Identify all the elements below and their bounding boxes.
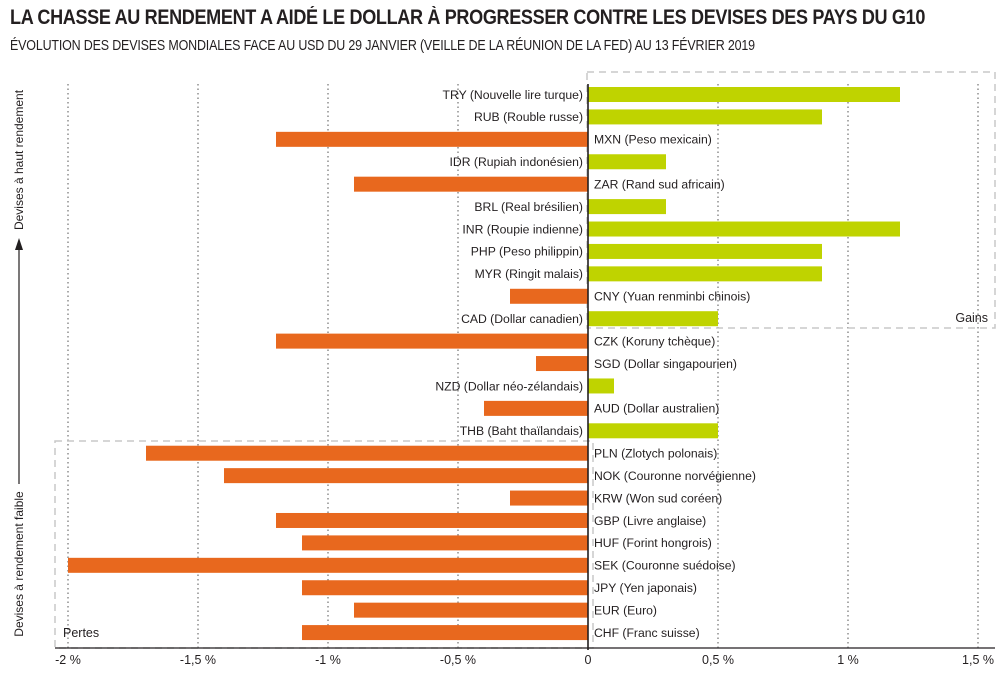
bar-huf bbox=[302, 535, 588, 551]
bar-sgd bbox=[536, 356, 588, 372]
gains-box bbox=[586, 71, 996, 329]
bar-inr bbox=[588, 221, 900, 237]
category-label-aud: AUD (Dollar australien) bbox=[594, 402, 719, 416]
category-label-huf: HUF (Forint hongrois) bbox=[594, 536, 712, 550]
bar-myr bbox=[588, 266, 822, 282]
x-tick-label: 0,5 % bbox=[702, 653, 734, 667]
bar-pln bbox=[146, 445, 588, 461]
x-tick-label: 1 % bbox=[837, 653, 859, 667]
x-tick-label: -2 % bbox=[55, 653, 81, 667]
bar-krw bbox=[510, 490, 588, 506]
category-label-inr: INR (Roupie indienne) bbox=[462, 222, 583, 236]
category-label-myr: MYR (Ringit malais) bbox=[475, 267, 583, 281]
high-yield-label: Devises à haut rendement bbox=[12, 89, 26, 230]
side-labels: Devises à haut rendement Devises à rendem… bbox=[11, 89, 27, 644]
category-label-mxn: MXN (Peso mexicain) bbox=[594, 133, 712, 147]
category-label-nzd: NZD (Dollar néo-zélandais) bbox=[435, 379, 583, 393]
category-label-jpy: JPY (Yen japonais) bbox=[594, 581, 697, 595]
bar-thb bbox=[588, 423, 718, 439]
category-label-gbp: GBP (Livre anglaise) bbox=[594, 514, 706, 528]
up-arrow-icon bbox=[15, 238, 23, 250]
low-yield-label: Devises à rendement faible bbox=[12, 491, 26, 637]
bar-cny bbox=[510, 288, 588, 304]
category-label-try: TRY (Nouvelle lire turque) bbox=[443, 88, 583, 102]
category-label-rub: RUB (Rouble russe) bbox=[474, 110, 583, 124]
category-labels: TRY (Nouvelle lire turque) RUB (Rouble ru… bbox=[435, 88, 756, 640]
category-label-eur: EUR (Euro) bbox=[594, 603, 657, 617]
bar-php bbox=[588, 243, 822, 259]
category-label-thb: THB (Baht thaïlandais) bbox=[460, 424, 583, 438]
category-label-pln: PLN (Zlotych polonais) bbox=[594, 447, 717, 461]
bar-brl bbox=[588, 199, 666, 215]
category-label-cny: CNY (Yuan renminbi chinois) bbox=[594, 290, 750, 304]
bar-chf bbox=[302, 625, 588, 641]
chart-subtitle: ÉVOLUTION DES DEVISES MONDIALES FACE AU … bbox=[10, 38, 755, 54]
bar-gbp bbox=[276, 512, 588, 528]
category-label-czk: CZK (Koruny tchèque) bbox=[594, 334, 715, 348]
x-tick-label: 1,5 % bbox=[962, 653, 994, 667]
bar-try bbox=[588, 87, 900, 102]
bar-rub bbox=[588, 109, 822, 125]
bar-aud bbox=[484, 400, 588, 416]
side-label-backdrop bbox=[11, 484, 27, 644]
x-tick-labels: -2 % -1,5 % -1 % -0,5 % 0 0,5 % 1 % 1,5 % bbox=[55, 653, 994, 667]
bar-mxn bbox=[276, 131, 588, 147]
category-label-sgd: SGD (Dollar singapourien) bbox=[594, 357, 737, 371]
pertes-label: Pertes bbox=[63, 626, 99, 640]
chart-title: LA CHASSE AU RENDEMENT A AIDÉ LE DOLLAR … bbox=[10, 6, 926, 29]
x-tick-label: 0 bbox=[585, 653, 592, 667]
x-tick-label: -0,5 % bbox=[440, 653, 476, 667]
category-label-krw: KRW (Won sud coréen) bbox=[594, 491, 722, 505]
category-label-sek: SEK (Couronne suédoise) bbox=[594, 559, 736, 573]
bar-zar bbox=[354, 176, 588, 192]
bar-eur bbox=[354, 602, 588, 618]
x-tick-label: -1,5 % bbox=[180, 653, 216, 667]
gains-label: Gains bbox=[955, 311, 988, 325]
x-tick-label: -1 % bbox=[315, 653, 341, 667]
axes bbox=[55, 84, 995, 650]
bar-nok bbox=[224, 468, 588, 484]
category-label-chf: CHF (Franc suisse) bbox=[594, 626, 700, 640]
category-label-php: PHP (Peso philippin) bbox=[471, 245, 583, 259]
bars bbox=[68, 87, 900, 641]
bar-cad bbox=[588, 311, 718, 327]
bar-czk bbox=[276, 333, 588, 349]
bar-jpy bbox=[302, 580, 588, 596]
bar-idr bbox=[588, 154, 666, 170]
category-label-idr: IDR (Rupiah indonésien) bbox=[450, 155, 583, 169]
annotations: Gains Pertes bbox=[63, 311, 988, 640]
category-label-nok: NOK (Couronne norvégienne) bbox=[594, 469, 756, 483]
category-label-brl: BRL (Real brésilien) bbox=[474, 200, 583, 214]
bar-sek bbox=[68, 557, 588, 573]
category-label-cad: CAD (Dollar canadien) bbox=[461, 312, 583, 326]
bar-nzd bbox=[588, 378, 614, 394]
category-label-zar: ZAR (Rand sud africain) bbox=[594, 177, 725, 191]
